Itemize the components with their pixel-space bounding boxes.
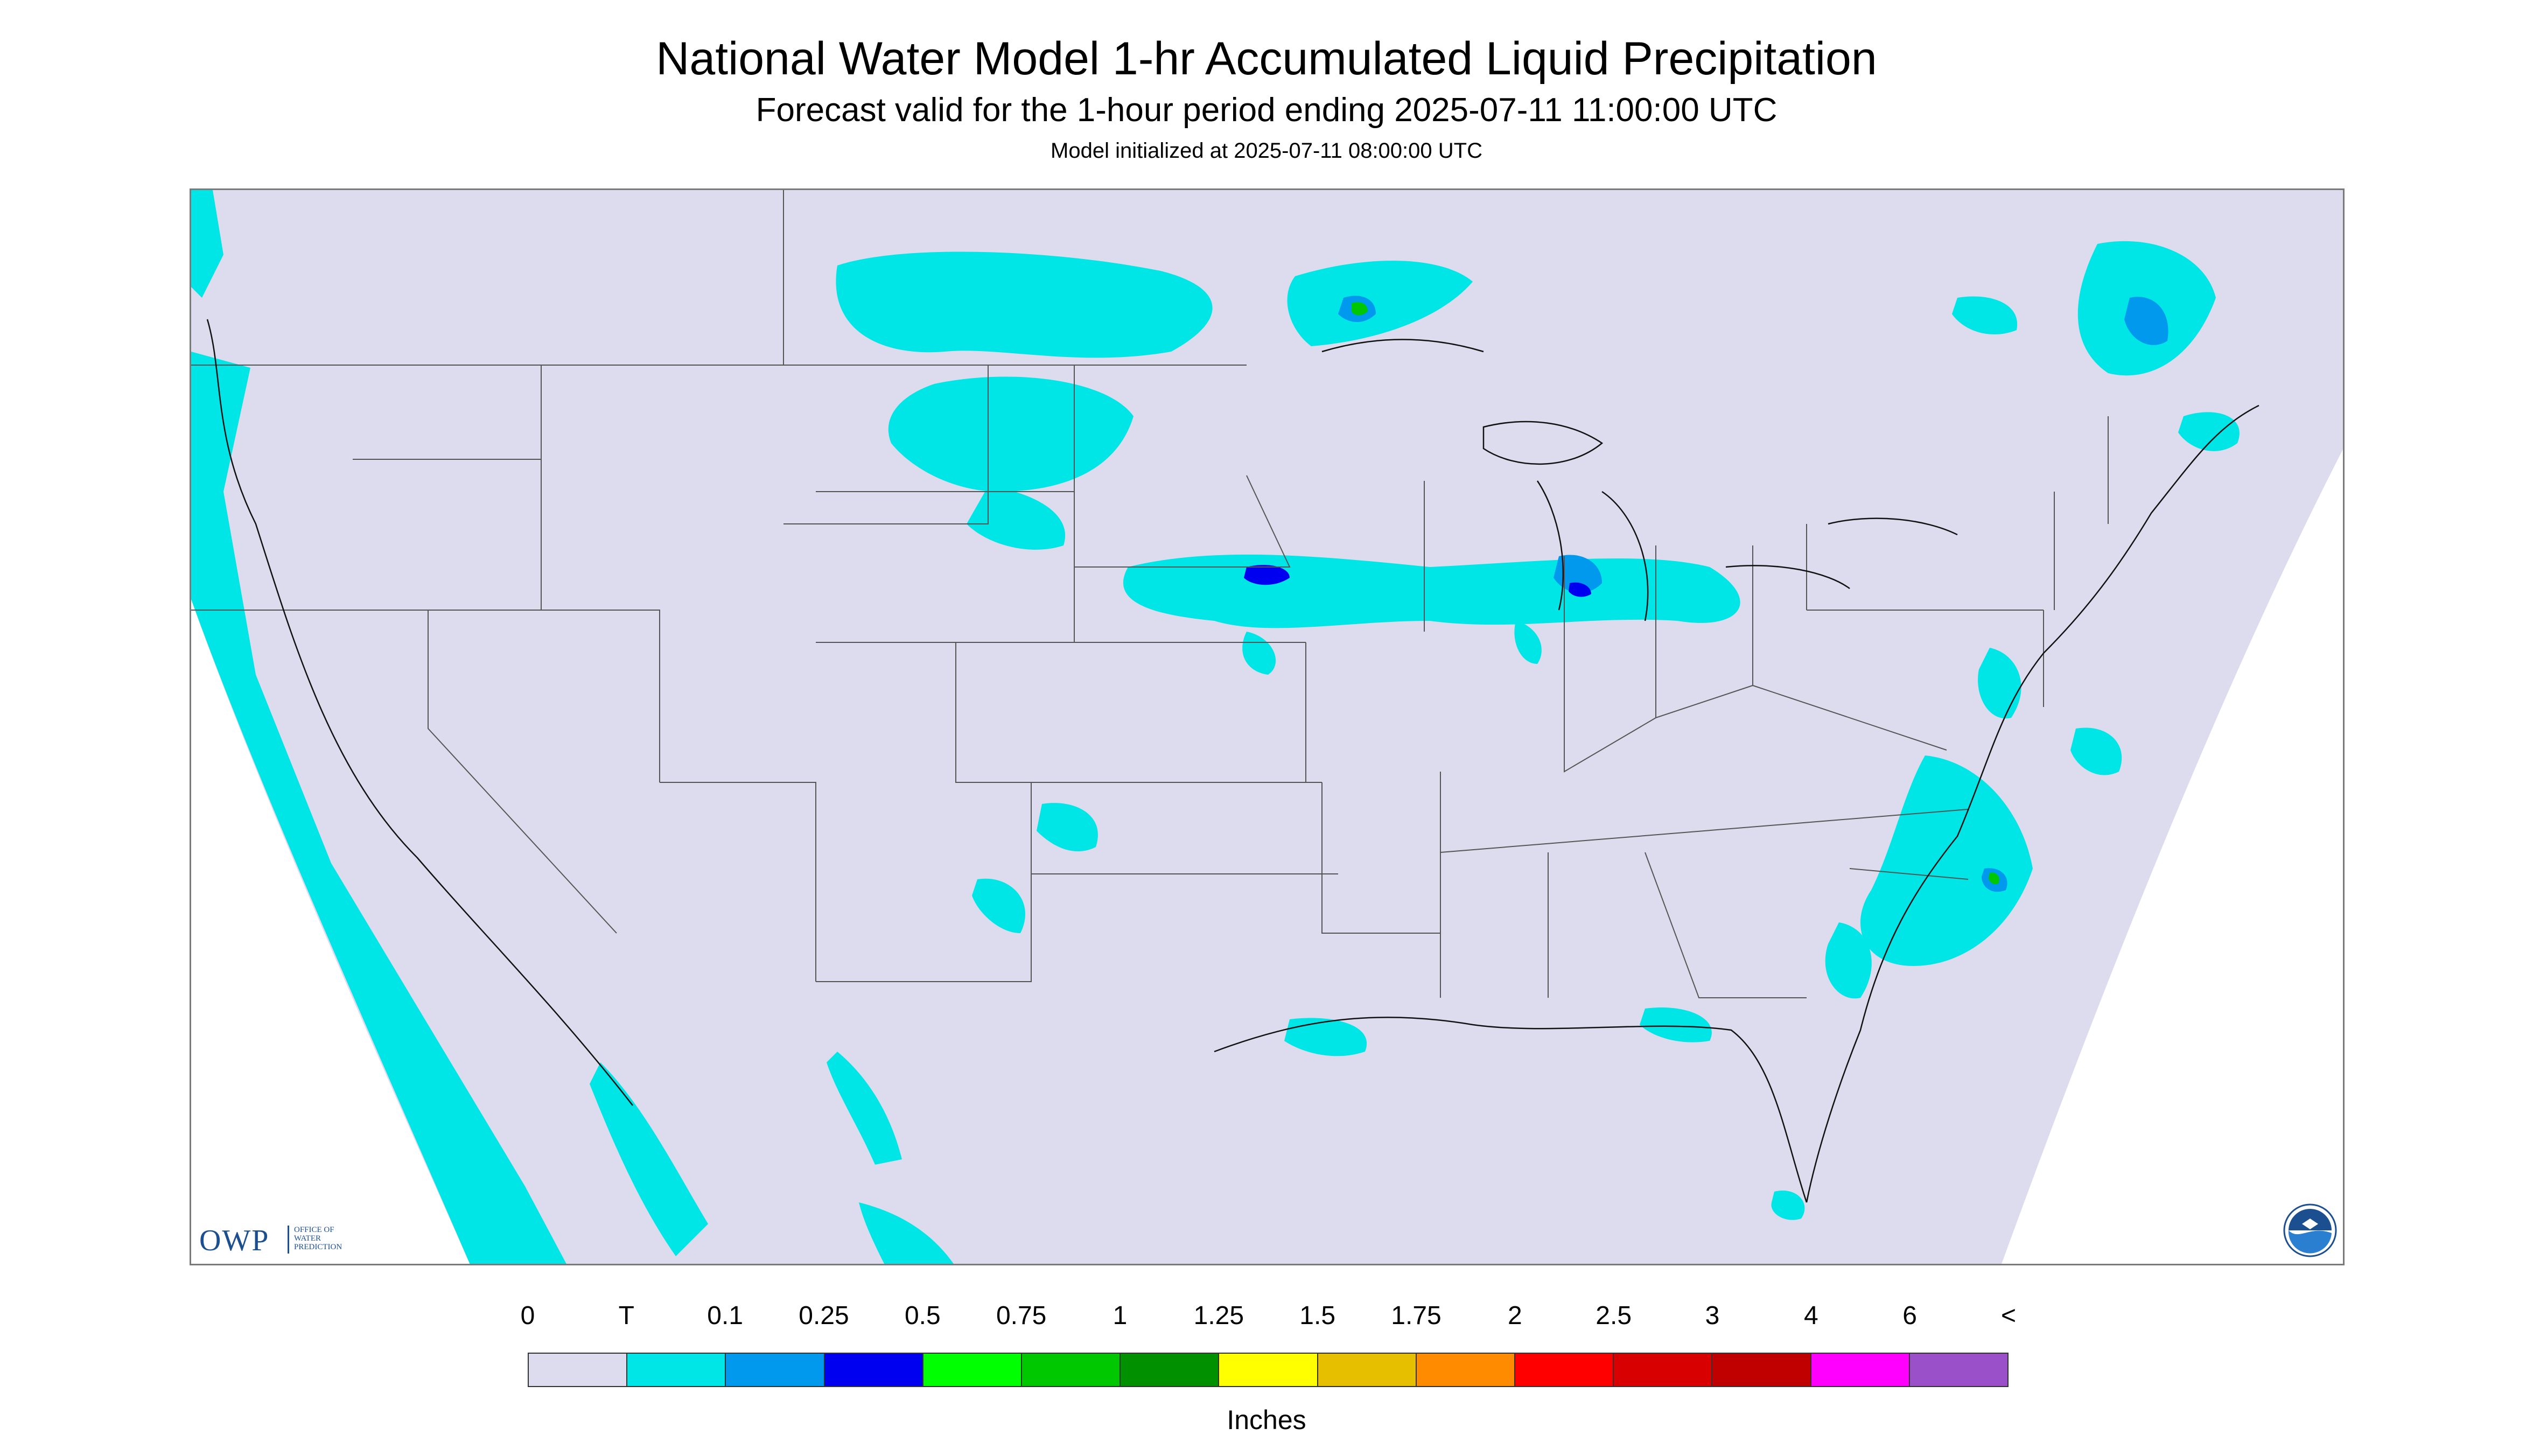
precip-baja bbox=[590, 1062, 708, 1256]
precip-ontario-east bbox=[1952, 296, 2018, 335]
owp-logo-text: OWP bbox=[199, 1224, 270, 1257]
precip-legend: 0 T 0.1 0.25 0.5 0.75 1 1.25 1.5 1.75 2 2.5 3 4 6 < bbox=[521, 1301, 2016, 1389]
legend-swatch bbox=[824, 1354, 923, 1386]
state-boundaries bbox=[191, 190, 2109, 998]
legend-tick-label: 1.25 bbox=[1193, 1301, 1244, 1330]
legend-swatch bbox=[1121, 1354, 1220, 1386]
legend-swatch bbox=[1909, 1354, 2008, 1386]
precip-atlantic-east bbox=[2070, 727, 2122, 775]
legend-tick-label: 2.5 bbox=[1596, 1301, 1632, 1330]
owp-logo-subtitle: OFFICE OF WATER PREDICTION bbox=[294, 1226, 342, 1251]
legend-tick-label: 1 bbox=[1112, 1301, 1128, 1330]
precip-canada-prairie bbox=[836, 251, 1213, 358]
legend-tick-label: 3 bbox=[1705, 1301, 1720, 1330]
precip-michigan-peak bbox=[1569, 582, 1591, 597]
legend-swatch bbox=[1022, 1354, 1121, 1386]
legend-units: Inches bbox=[1227, 1405, 1306, 1435]
legend-swatch bbox=[627, 1354, 726, 1386]
legend-tick-label: 0.5 bbox=[904, 1301, 941, 1330]
precipitation-map bbox=[190, 188, 2345, 1265]
precip-lake-superior-north bbox=[1287, 261, 1473, 346]
precip-carolinas-peak bbox=[1989, 872, 1999, 885]
legend-swatch bbox=[1416, 1354, 1516, 1386]
outside-domain-east bbox=[2002, 449, 2343, 1264]
legend-tick-label: 1.5 bbox=[1299, 1301, 1336, 1330]
precip-mexico-south bbox=[859, 1202, 954, 1264]
coastlines bbox=[206, 319, 2259, 1203]
legend-swatch bbox=[529, 1354, 628, 1386]
legend-tick-label: 6 bbox=[1902, 1301, 1918, 1330]
precip-illinois bbox=[1514, 621, 1542, 664]
precip-ontario-peak bbox=[1352, 302, 1368, 316]
legend-tick-label: 0.75 bbox=[996, 1301, 1047, 1330]
owp-logo-line-1: OFFICE OF bbox=[294, 1226, 334, 1234]
precip-gulf-coast-texas bbox=[1284, 1018, 1367, 1056]
owp-logo: OWP OFFICE OF WATER PREDICTION bbox=[199, 1222, 372, 1257]
legend-tick-labels: 0 T 0.1 0.25 0.5 0.75 1 1.25 1.5 1.75 2 2.5 3 4 6 < bbox=[521, 1301, 2016, 1335]
legend-color-bar bbox=[528, 1353, 2009, 1387]
owp-logo-line-2: WATER bbox=[294, 1234, 321, 1243]
legend-tick-label: 4 bbox=[1803, 1301, 1818, 1330]
precip-quebec-core bbox=[2124, 297, 2168, 345]
legend-tick-label: 1.75 bbox=[1391, 1301, 1442, 1330]
precip-pacific-north bbox=[191, 190, 223, 298]
chart-subtitle: Forecast valid for the 1-hour period end… bbox=[755, 92, 1778, 129]
precip-pacific bbox=[191, 352, 566, 1264]
legend-swatch bbox=[1614, 1354, 1713, 1386]
noaa-logo-icon bbox=[2283, 1203, 2337, 1257]
legend-swatch bbox=[1219, 1354, 1318, 1386]
precip-mid-atlantic bbox=[1978, 648, 2021, 719]
owp-logo-divider bbox=[288, 1226, 289, 1254]
precip-carolinas-offshore bbox=[1860, 755, 2033, 966]
map-canvas bbox=[191, 190, 2343, 1264]
precip-north-dakota bbox=[888, 376, 1133, 492]
legend-swatch bbox=[1515, 1354, 1614, 1386]
outside-domain-west bbox=[191, 599, 470, 1264]
precip-gulf-coast-florida bbox=[1640, 1007, 1712, 1042]
precip-atlantic-offshore bbox=[1825, 922, 1872, 999]
precip-new-mexico bbox=[972, 878, 1025, 933]
legend-tick-label: 0.25 bbox=[799, 1301, 849, 1330]
legend-swatch bbox=[923, 1354, 1023, 1386]
legend-swatch bbox=[726, 1354, 825, 1386]
precip-michigan-core bbox=[1554, 555, 1602, 593]
map-domain-background bbox=[191, 190, 2343, 1264]
legend-tick-label: < bbox=[2000, 1301, 2017, 1330]
legend-swatch bbox=[1712, 1354, 1811, 1386]
precip-south-florida bbox=[1771, 1191, 1805, 1220]
legend-swatch bbox=[1811, 1354, 1910, 1386]
legend-swatch bbox=[1318, 1354, 1417, 1386]
precip-mexico bbox=[827, 1052, 902, 1165]
legend-tick-label: T bbox=[618, 1301, 634, 1330]
chart-title: National Water Model 1-hr Accumulated Li… bbox=[656, 33, 1877, 85]
precip-iowa-core bbox=[1244, 565, 1290, 585]
legend-tick-label: 0 bbox=[520, 1301, 535, 1330]
precip-texas-panhandle bbox=[1037, 803, 1098, 852]
legend-tick-label: 0.1 bbox=[707, 1301, 744, 1330]
legend-tick-label: 2 bbox=[1507, 1301, 1522, 1330]
precip-south-dakota bbox=[967, 486, 1066, 550]
precip-new-england bbox=[2178, 412, 2240, 451]
owp-logo-line-3: PREDICTION bbox=[294, 1243, 342, 1251]
model-init-time: Model initialized at 2025-07-11 08:00:00… bbox=[1051, 139, 1482, 163]
